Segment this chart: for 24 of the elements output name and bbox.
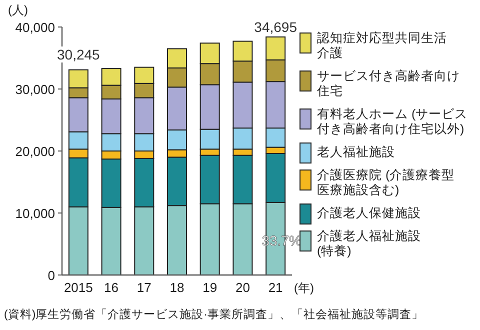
x-tick-label: 19 <box>202 280 218 295</box>
legend-label: 認知症対応型共同生活介護 <box>317 30 447 60</box>
x-tick-label: 17 <box>136 280 152 295</box>
legend-label: 老人福祉施設 <box>317 145 395 159</box>
x-axis-title: (年) <box>294 281 314 295</box>
x-tick-label: 20 <box>235 280 250 295</box>
y-tick-label: 20,000 <box>15 144 55 159</box>
x-tick-label: 16 <box>104 280 119 295</box>
legend-label: 介護老人福祉施設(特養) <box>317 229 421 258</box>
y-tick-label: 40,000 <box>15 20 55 35</box>
legend-label: サービス付き高齢者向け住宅 <box>316 68 460 98</box>
y-tick-label: 10,000 <box>15 206 55 221</box>
legend-label: 介護老人保健施設 <box>317 206 421 220</box>
text: (資料)厚生労働省「介護サービス施設·事業所調査」、「社会福祉施設等調査」 <box>4 307 424 321</box>
annotation: 34,695 <box>254 18 298 35</box>
x-tick-label: 18 <box>170 280 184 295</box>
legend-label: 有料老人ホーム (サービス付き高齢者向け住宅以外) <box>316 107 468 136</box>
y-tick-label: 30,000 <box>15 82 55 97</box>
y-axis-title: (人) <box>8 3 28 17</box>
annotation: 30,245 <box>57 46 100 62</box>
y-tick-label: 0 <box>48 268 55 283</box>
legend-label: 介護医療院 (介護療養型医療施設含む) <box>317 168 455 197</box>
x-tick-label: 21 <box>268 280 283 295</box>
x-tick-label: 2015 <box>64 280 93 295</box>
